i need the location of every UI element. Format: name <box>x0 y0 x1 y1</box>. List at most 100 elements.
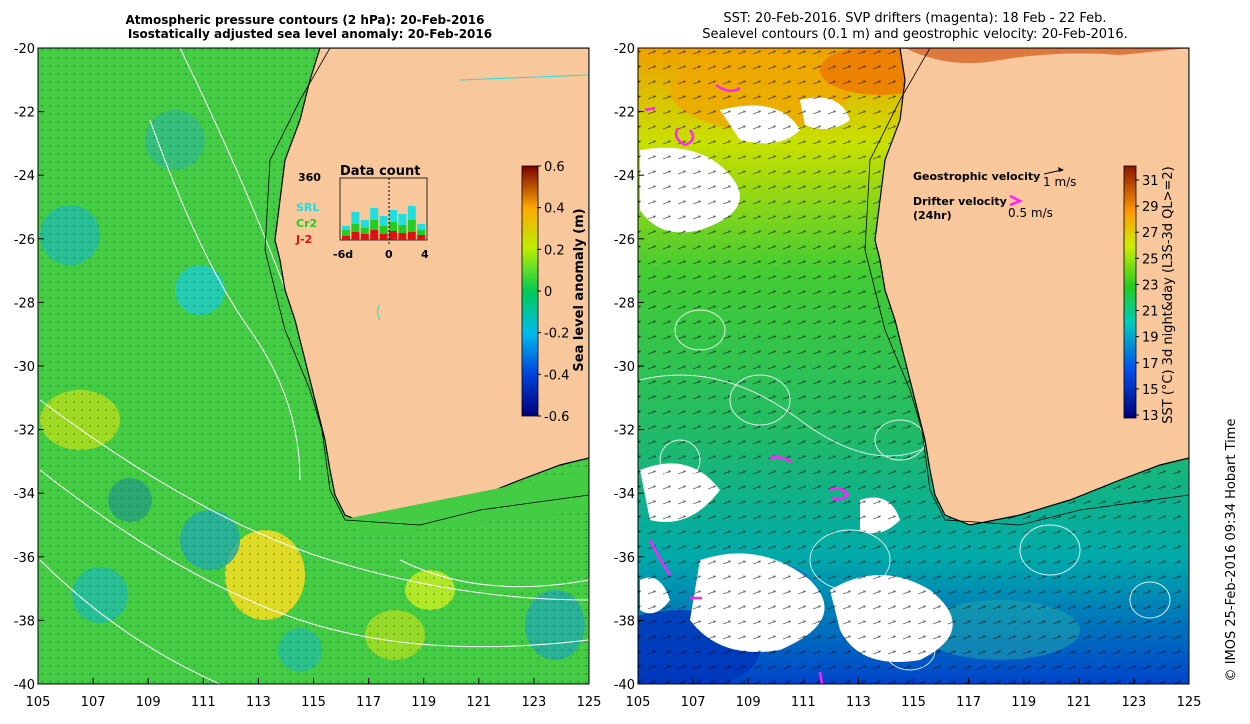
right-ytick-label: -38 <box>614 614 635 629</box>
left-xtick-label: 117 <box>356 695 381 710</box>
colorbar-tick-label: 17 <box>1142 357 1159 372</box>
inset-bar-srl <box>342 226 350 230</box>
inset-bar-j2 <box>389 231 397 240</box>
colorbar-tick-label: -0.4 <box>544 368 569 383</box>
right-x-axis: 105 107 109 111 113 115 117 119 121 123 125 <box>626 678 1201 710</box>
inset-xtick-0: 0 <box>385 248 393 261</box>
right-map <box>638 48 1189 684</box>
sla-colorbar: 0.6 0.4 0.2 0 -0.2 -0.4 -0.6 Sea level anomaly… <box>521 160 587 425</box>
left-ytick-label: -20 <box>14 42 35 57</box>
left-ytick-label: -24 <box>14 169 35 184</box>
inset-bar-srl <box>417 224 426 230</box>
inset-bar-cr2 <box>379 226 388 234</box>
sst-colorbar-label: SST (°C) 3d night&day (L3S-3d QL>=2) <box>1161 166 1176 424</box>
left-ytick-label: -34 <box>14 487 35 502</box>
colorbar-tick-label: 31 <box>1142 174 1159 189</box>
inset-bar-j2 <box>360 234 369 240</box>
right-ytick-label: -20 <box>614 42 635 57</box>
left-ytick-label: -40 <box>14 678 35 693</box>
left-xtick-label: 113 <box>246 695 271 710</box>
left-xtick-label: 105 <box>26 695 51 710</box>
right-xtick-label: 111 <box>791 695 816 710</box>
inset-bar-j2 <box>407 232 416 240</box>
inset-bar-j2 <box>351 232 360 240</box>
colorbar-tick-label: 25 <box>1142 252 1159 267</box>
left-ytick-label: -22 <box>14 106 35 121</box>
left-map <box>38 48 589 684</box>
drifter-tracks <box>644 83 850 684</box>
right-ytick-label: -30 <box>614 360 635 375</box>
right-ytick-label: -36 <box>614 551 635 566</box>
land-australia-sst <box>874 48 1189 526</box>
left-ytick-label: -38 <box>14 614 35 629</box>
right-xtick-label: 117 <box>956 695 981 710</box>
colorbar-tick-label: 29 <box>1142 200 1159 215</box>
colorbar-tick-label: -0.2 <box>544 327 569 342</box>
inset-xtick-neg6: -6d <box>333 248 353 261</box>
right-xtick-label: 115 <box>901 695 926 710</box>
colorbar-tick-label: 13 <box>1142 409 1159 424</box>
inset-bars <box>342 206 426 240</box>
inset-bar-srl <box>370 208 379 220</box>
sst-colorbar: 31 29 27 25 23 21 19 17 15 13 SST (°C) 3d night&d… <box>1123 165 1176 424</box>
left-xtick-label: 125 <box>577 695 602 710</box>
colorbar-tick-label: 21 <box>1142 305 1159 320</box>
right-xtick-label: 121 <box>1066 695 1091 710</box>
geo-velocity-label: Geostrophic velocity <box>913 170 1040 183</box>
inset-bar-cr2 <box>389 222 397 231</box>
inset-legend-cr2: Cr2 <box>296 217 317 230</box>
right-ytick-label: -32 <box>614 424 635 439</box>
data-count-inset: 360 Data count SRL Cr2 J-2 -6d 0 4 <box>295 164 429 261</box>
right-ytick-label: -26 <box>614 233 635 248</box>
inset-bar-j2 <box>379 234 388 240</box>
sealevel-contours <box>639 309 1171 671</box>
left-xtick-label: 107 <box>81 695 106 710</box>
right-xtick-label: 123 <box>1121 695 1146 710</box>
left-xtick-label: 119 <box>411 695 436 710</box>
inset-bar-cr2 <box>398 225 407 233</box>
colorbar-tick-label: 0.2 <box>544 243 565 258</box>
inset-bar-cr2 <box>351 224 360 232</box>
inset-bar-j2 <box>417 235 426 240</box>
inset-title: Data count <box>340 164 420 179</box>
velocity-legend: Geostrophic velocity 1 m/s Drifter veloc… <box>913 167 1076 222</box>
left-xtick-label: 121 <box>466 695 491 710</box>
inset-bar-cr2 <box>417 230 426 235</box>
left-xtick-label: 111 <box>191 695 216 710</box>
left-title-line2: Isostatically adjusted sea level anomaly… <box>128 27 492 41</box>
inset-bar-j2 <box>370 230 379 240</box>
inset-bar-srl <box>360 220 369 228</box>
colorbar-tick-label: -0.6 <box>544 410 569 425</box>
left-ytick-label: -26 <box>14 233 35 248</box>
colorbar-tick-label: 0.4 <box>544 202 565 217</box>
left-xtick-label: 109 <box>136 695 161 710</box>
right-title-line2: Sealevel contours (0.1 m) and geostrophi… <box>702 27 1127 42</box>
colorbar-tick-label: 23 <box>1142 278 1159 293</box>
colorbar-tick-label: 15 <box>1142 383 1159 398</box>
right-xtick-label: 107 <box>681 695 706 710</box>
shelf-break-sst <box>864 48 1189 526</box>
shelf-break <box>264 48 589 526</box>
imos-credit: © IMOS 25-Feb-2016 09:34 Hobart Time <box>1224 419 1239 682</box>
cyan-contour <box>459 74 589 81</box>
inset-bar-cr2 <box>360 228 369 234</box>
left-xtick-label: 115 <box>301 695 326 710</box>
left-x-axis: 105 107 109 111 113 115 117 119 121 123 125 <box>26 678 602 710</box>
right-xtick-label: 113 <box>846 695 871 710</box>
land-australia <box>274 48 589 535</box>
inset-bar-srl <box>398 214 407 225</box>
right-xtick-label: 109 <box>736 695 761 710</box>
left-ytick-label: -32 <box>14 424 35 439</box>
right-ytick-label: -40 <box>614 678 635 693</box>
right-title-line1: SST: 20-Feb-2016. SVP drifters (magenta)… <box>723 11 1106 26</box>
right-y-axis: -20 -22 -24 -26 -28 -30 -32 -34 -36 -38 -40 <box>614 42 644 693</box>
inset-xtick-4: 4 <box>421 248 429 261</box>
colorbar-tick-label: 27 <box>1142 226 1159 241</box>
inset-bar-cr2 <box>407 220 416 232</box>
pressure-contours <box>39 48 589 684</box>
left-title-line1: Atmospheric pressure contours (2 hPa): 2… <box>126 13 485 27</box>
left-ytick-label: -36 <box>14 551 35 566</box>
left-xtick-label: 123 <box>521 695 546 710</box>
right-ytick-label: -24 <box>614 169 635 184</box>
